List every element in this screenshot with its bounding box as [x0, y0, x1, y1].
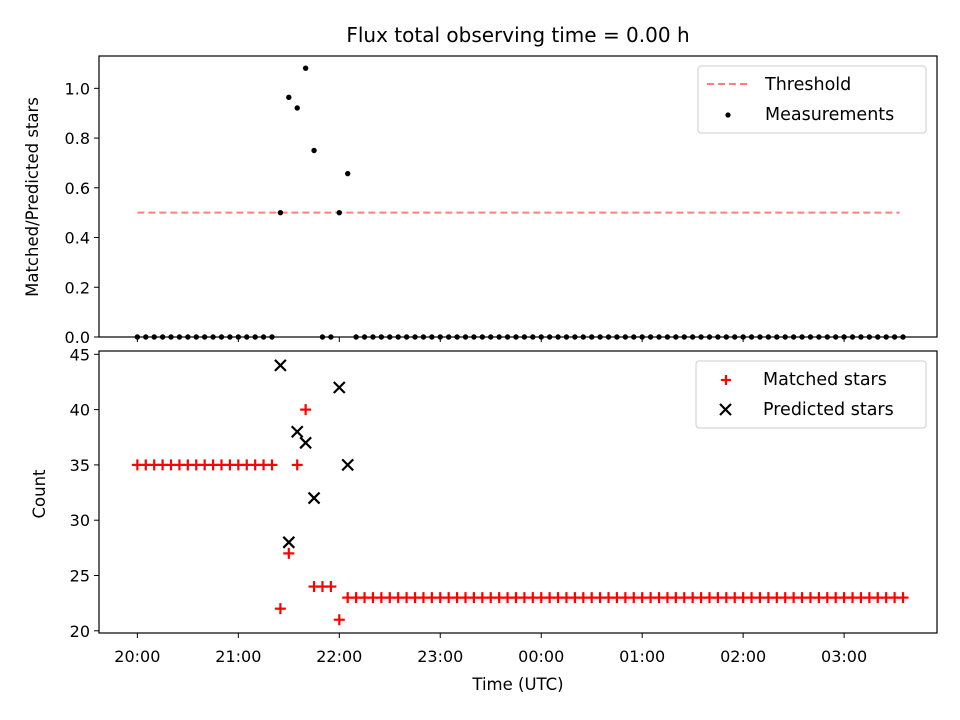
measurements-legend-label: Measurements: [765, 105, 894, 125]
count-y-tick-label: 35: [70, 456, 90, 475]
matched-legend-swatch: [721, 375, 731, 385]
matched-star-marker: [283, 547, 295, 559]
count-panel: 20 25 30 35 40 45 20:00 21:00 22:00 23:00 00:00 01…: [30, 345, 938, 694]
measurement-point: [294, 105, 300, 111]
ratio-y-ticks: 0.0 0.2 0.4 0.6 0.8 1.0: [65, 79, 99, 347]
predicted-legend-swatch: [719, 403, 732, 416]
count-y-tick-label: 40: [70, 401, 90, 420]
ratio-y-tick-label: 0.0: [65, 328, 90, 347]
predicted-star-marker: [333, 381, 346, 394]
count-y-tick-label: 45: [70, 345, 90, 364]
count-axes-frame: [98, 350, 938, 634]
ratio-x-ticks: [136, 337, 845, 342]
predicted-star-marker: [307, 491, 321, 505]
predicted-star-marker: [274, 359, 287, 372]
x-tick-label: 03:00: [821, 647, 867, 666]
ratio-y-axis-label: Matched/Predicted stars: [23, 97, 42, 297]
matched-star-marker: [325, 581, 337, 593]
measurement-point: [311, 147, 317, 154]
ratio-panel: 0.0 0.2 0.4 0.6 0.8 1.0 Matched/Predicted sta…: [23, 55, 938, 347]
x-tick-label: 00:00: [518, 647, 564, 666]
measurements-legend-swatch: [725, 112, 731, 118]
count-x-ticks: 20:00 21:00 22:00 23:00 00:00 01:00 02:00 03:00: [114, 633, 867, 666]
matched-star-marker: [266, 459, 278, 471]
x-tick-label: 22:00: [316, 647, 362, 666]
x-tick-label: 02:00: [720, 647, 766, 666]
count-legend-box: [695, 360, 927, 429]
ratio-axes-frame: [98, 55, 938, 338]
ratio-y-tick-label: 0.2: [65, 278, 90, 297]
measurement-point: [336, 209, 342, 216]
count-legend: Matched stars Predicted stars: [695, 360, 927, 429]
x-tick-label: 20:00: [114, 647, 160, 666]
threshold-legend-label: Threshold: [764, 75, 851, 95]
chart-title: Flux total observing time = 0.00 h: [346, 23, 689, 47]
predicted-legend-label: Predicted stars: [763, 400, 894, 420]
matched-star-marker: [300, 404, 312, 416]
measurement-point: [302, 65, 309, 71]
matched-star-marker: [333, 614, 345, 626]
predicted-star-marker: [290, 425, 304, 439]
ratio-legend: Threshold Measurements: [697, 65, 927, 134]
matched-star-marker: [897, 592, 909, 604]
measurement-point: [345, 170, 351, 177]
predicted-star-marker: [341, 458, 354, 472]
predicted-star-marker: [282, 536, 296, 549]
x-axis-label: Time (UTC): [471, 675, 563, 694]
matched-legend-label: Matched stars: [763, 370, 887, 390]
ratio-y-tick-label: 0.4: [65, 229, 90, 248]
ratio-y-tick-label: 0.8: [65, 129, 90, 148]
measurement-point: [277, 209, 284, 216]
count-marks: [131, 359, 909, 626]
x-tick-label: 23:00: [417, 647, 463, 666]
count-y-tick-label: 20: [70, 622, 90, 641]
predicted-star-marker: [299, 436, 312, 450]
count-y-axis-label: Count: [30, 469, 49, 519]
ratio-y-tick-label: 0.6: [65, 179, 90, 198]
ratio-y-tick-label: 1.0: [65, 79, 90, 98]
count-y-tick-label: 30: [70, 511, 90, 530]
count-y-ticks: 20 25 30 35 40 45: [70, 345, 99, 641]
x-tick-label: 21:00: [215, 647, 261, 666]
matched-star-marker: [274, 603, 286, 615]
measurement-point: [286, 94, 292, 100]
x-tick-label: 01:00: [619, 647, 665, 666]
ratio-legend-box: [697, 65, 927, 134]
matched-star-marker: [291, 459, 303, 471]
count-y-tick-label: 25: [70, 566, 90, 585]
